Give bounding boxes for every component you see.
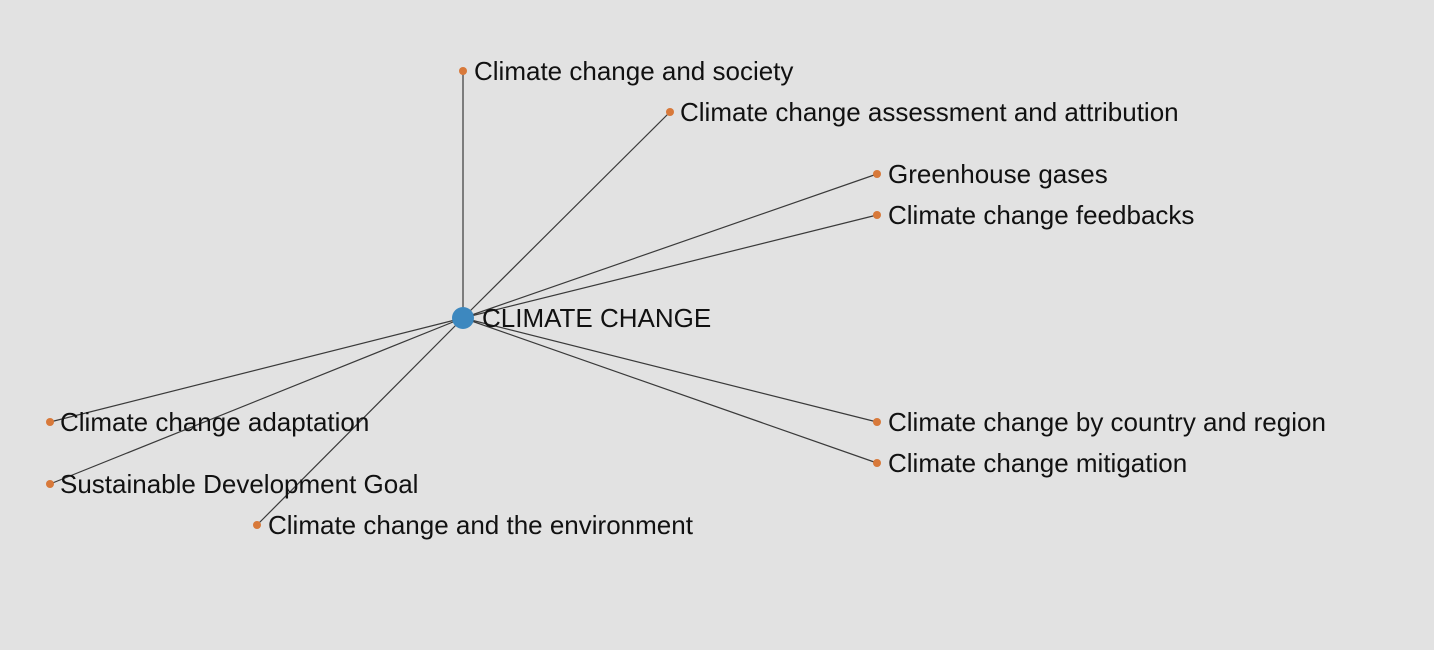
leaf-node-assessment[interactable] (666, 108, 674, 116)
root-node-label: CLIMATE CHANGE (482, 303, 711, 333)
leaf-node-feedbacks[interactable] (873, 211, 881, 219)
leaf-label-country: Climate change by country and region (888, 407, 1326, 437)
edge-adaptation (49, 317, 464, 423)
edge-ghg (462, 173, 878, 319)
root-node[interactable] (452, 307, 474, 329)
leaf-label-sdg: Sustainable Development Goal (60, 469, 418, 499)
edge-feedbacks (462, 214, 878, 319)
leaf-node-mitigation[interactable] (873, 459, 881, 467)
leaf-labels-layer: Climate change and society Climate chang… (60, 56, 1326, 540)
leaf-label-mitigation: Climate change mitigation (888, 448, 1187, 478)
edge-country (462, 317, 878, 423)
leaf-label-adaptation: Climate change adaptation (60, 407, 369, 437)
leaf-label-feedbacks: Climate change feedbacks (888, 200, 1194, 230)
leaf-node-sdg[interactable] (46, 480, 54, 488)
leaf-node-ghg[interactable] (873, 170, 881, 178)
leaf-label-environment: Climate change and the environment (268, 510, 694, 540)
leaf-label-assessment: Climate change assessment and attributio… (680, 97, 1179, 127)
leaf-label-ghg: Greenhouse gases (888, 159, 1108, 189)
edge-assessment (462, 111, 671, 319)
leaf-nodes-layer (46, 67, 881, 529)
leaf-node-adaptation[interactable] (46, 418, 54, 426)
leaf-label-society: Climate change and society (474, 56, 793, 86)
root-node-group[interactable]: CLIMATE CHANGE (452, 303, 711, 333)
leaf-node-country[interactable] (873, 418, 881, 426)
leaf-node-environment[interactable] (253, 521, 261, 529)
edge-environment (256, 317, 464, 526)
edge-mitigation (462, 317, 878, 464)
leaf-node-society[interactable] (459, 67, 467, 75)
edges-layer (49, 71, 878, 526)
edge-sdg (49, 317, 464, 485)
